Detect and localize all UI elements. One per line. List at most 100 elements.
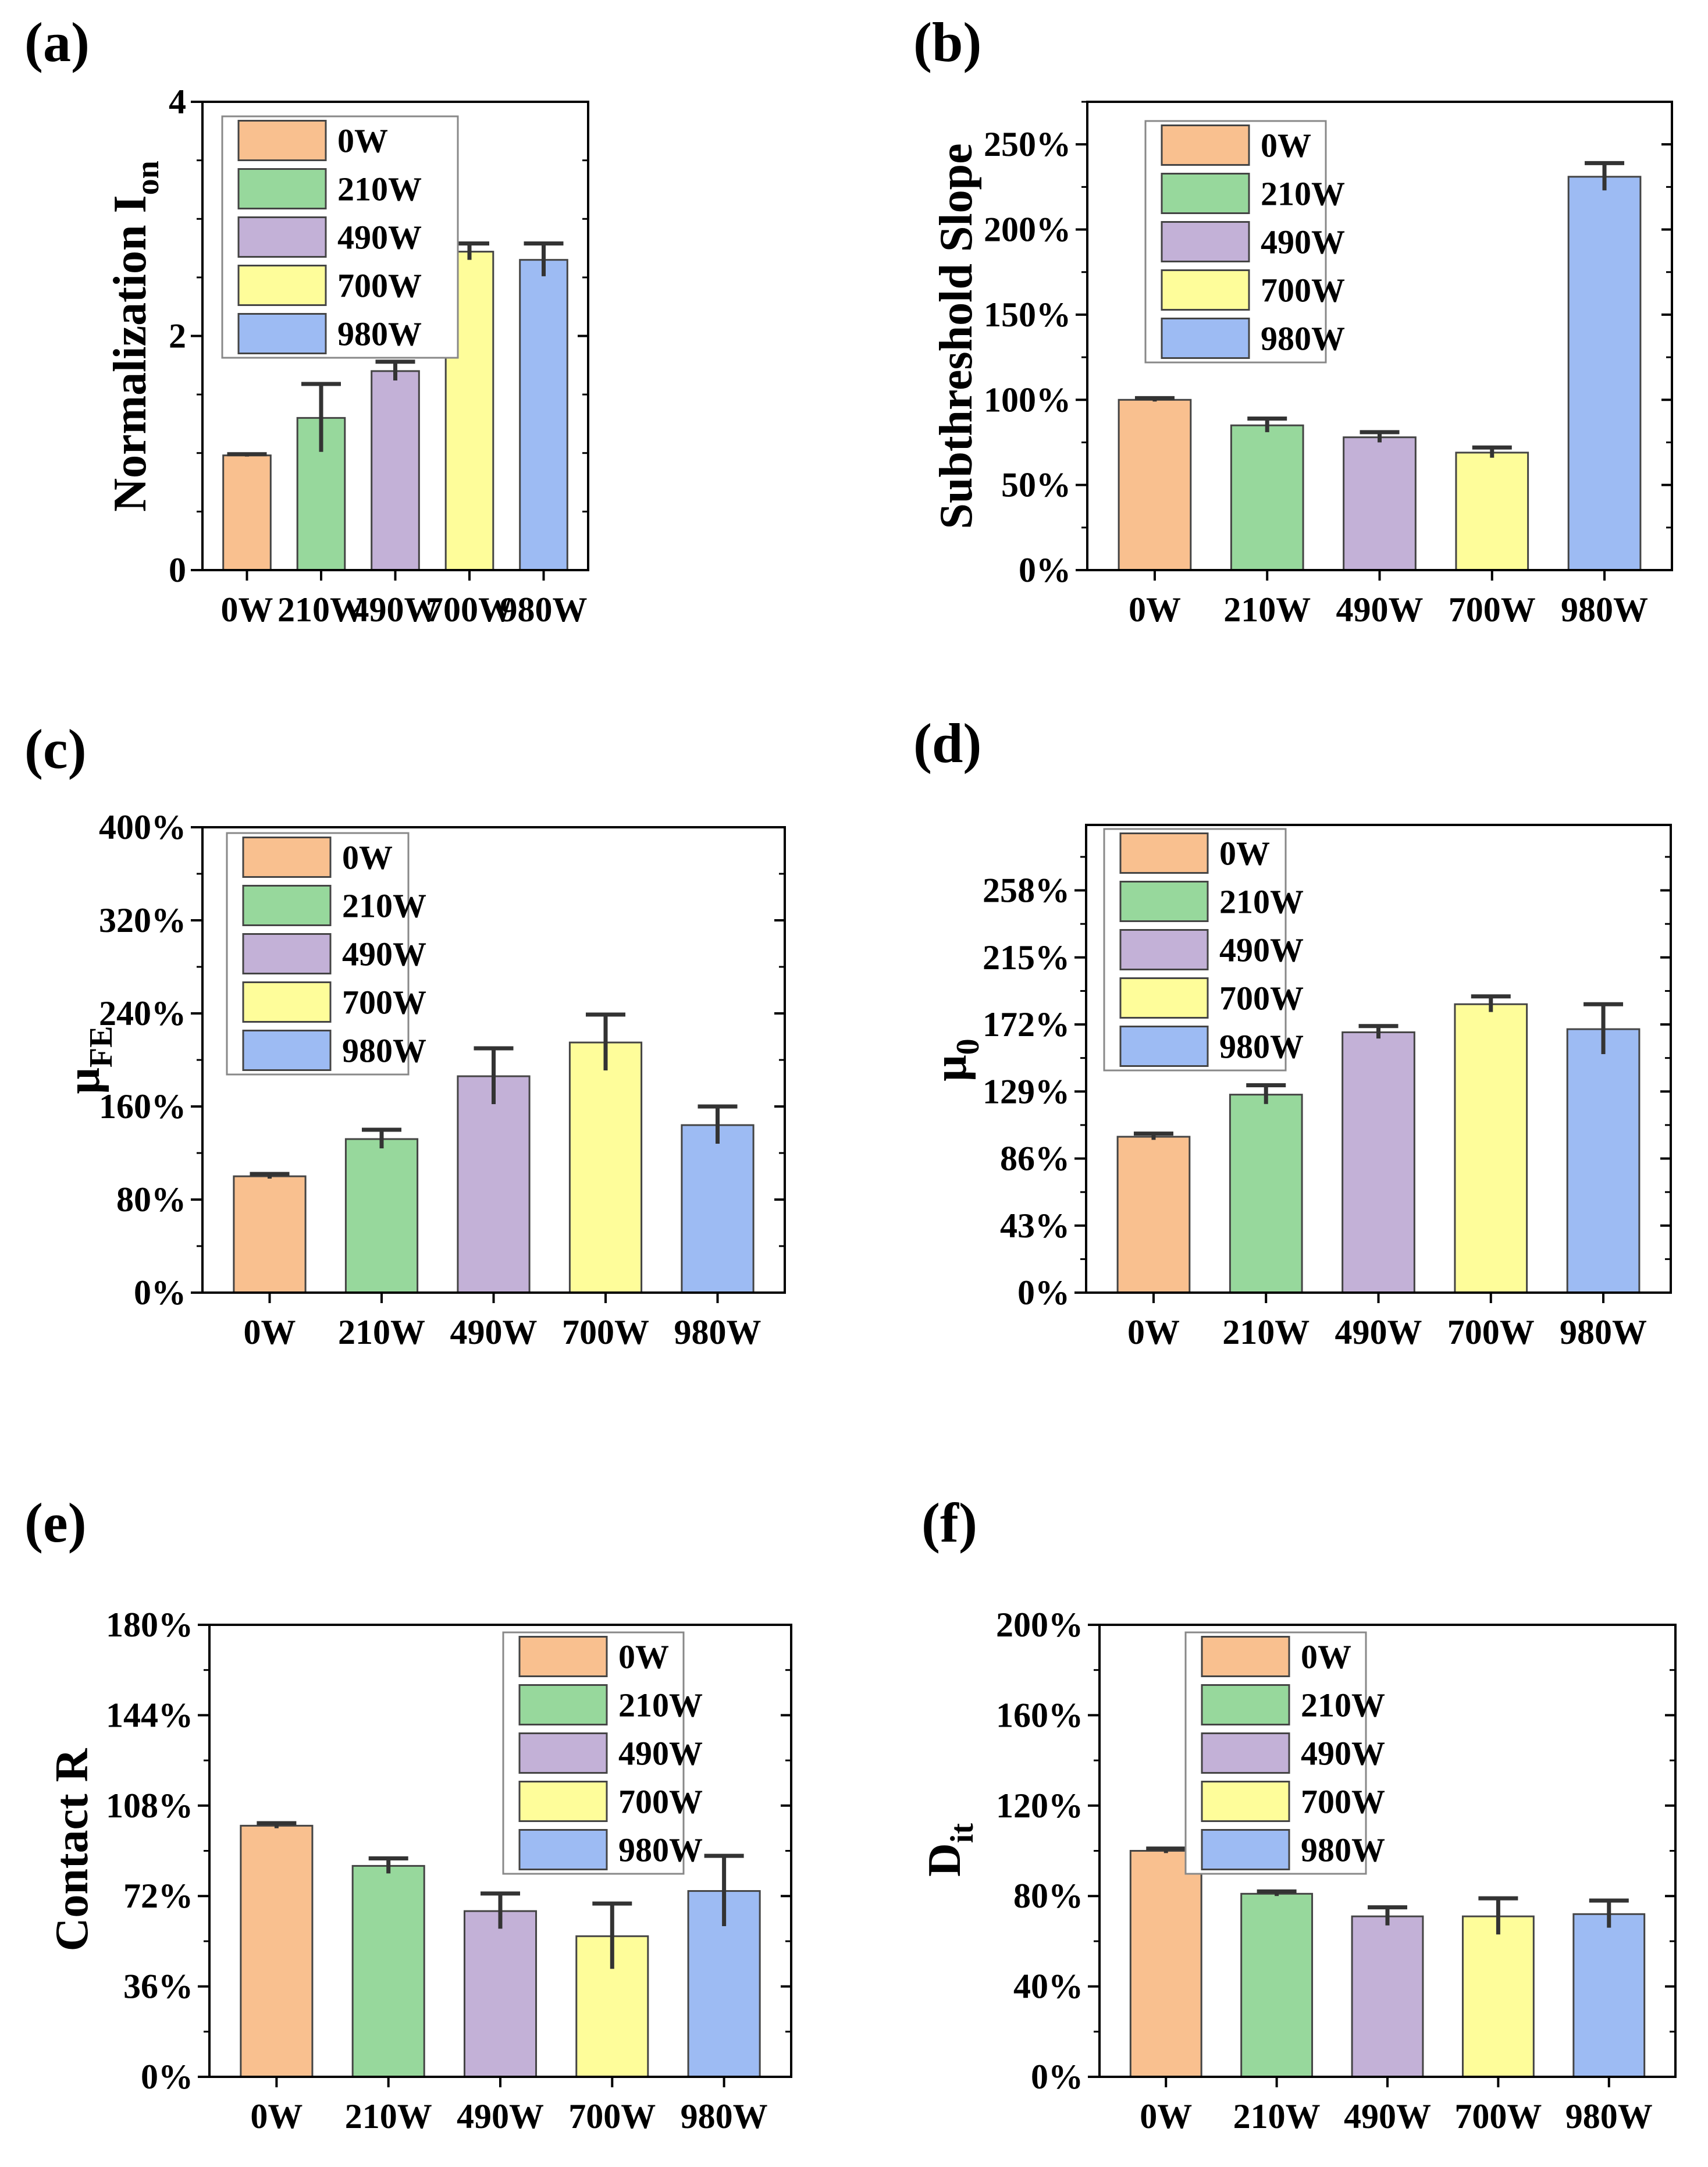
legend-label-0W: 0W (1301, 1638, 1351, 1676)
y-tick-label: 250% (984, 125, 1071, 163)
chart-panel-3: (d) 0% 43% 86% 129% 172% 215% 258% 0W 210W 490W 700… (913, 712, 1672, 1351)
legend-swatch-980W (1161, 318, 1250, 359)
y-tick-label: 0% (1017, 1273, 1070, 1312)
y-tick-label: 200% (984, 211, 1071, 249)
legend-swatch-490W (237, 216, 327, 258)
x-tick-label-980W: 980W (500, 590, 588, 629)
y-tick-label: 320% (99, 901, 186, 940)
legend-label-210W: 210W (342, 887, 426, 925)
legend-label-980W: 980W (1219, 1028, 1304, 1066)
legend-swatch-980W (518, 1829, 608, 1870)
chart-panel-5: (f) 0% 40% 80% 120% 160% 200% 0W 210W 490W 700W 980… (919, 1492, 1677, 2136)
bar-0W (222, 454, 272, 571)
bar-490W (1351, 1915, 1424, 2078)
plot-frame (1086, 101, 1673, 571)
panel-label: (c) (24, 718, 87, 780)
bar-980W (1572, 1913, 1646, 2078)
y-tick-label: 4 (169, 83, 186, 121)
legend: 0W 210W 490W 700W 980W (1103, 828, 1304, 1072)
y-tick-label: 72% (123, 1877, 193, 1915)
y-tick-label: 80% (116, 1180, 186, 1219)
x-tick-label-210W: 210W (338, 1313, 425, 1351)
legend-label-490W: 490W (1261, 223, 1345, 261)
bar-700W (1461, 1915, 1535, 2078)
x-tick-label-490W: 490W (1336, 590, 1424, 629)
y-axis-title: Subthreshold Slope (931, 143, 982, 529)
panel-label: (a) (24, 11, 90, 73)
plot-frame (201, 826, 786, 1294)
x-tick-label-700W: 700W (1447, 1313, 1535, 1351)
legend-label-700W: 700W (1301, 1783, 1385, 1821)
legend-label-210W: 210W (1301, 1686, 1385, 1724)
plot-frame (1098, 1624, 1677, 2078)
bar-0W (1116, 1136, 1191, 1294)
x-tick-label-980W: 980W (674, 1313, 762, 1351)
plot-frame (201, 101, 589, 571)
legend-swatch-700W (242, 981, 332, 1023)
y-axis-title: μ0 (925, 1038, 986, 1081)
x-tick-label-700W: 700W (426, 590, 513, 629)
x-tick-label-210W: 210W (1233, 2097, 1321, 2136)
x-tick-label-490W: 490W (1335, 1313, 1422, 1351)
x-tick-label-980W: 980W (1560, 1313, 1647, 1351)
panel-label: (e) (24, 1492, 87, 1554)
bar-0W (1129, 1850, 1202, 2078)
legend-swatch-980W (1201, 1829, 1290, 1870)
chart-panel-2: (c) 0% 80% 160% 240% 320% 400% 0W 210W 490W 700W 98… (24, 718, 786, 1351)
y-tick-label: 120% (996, 1787, 1083, 1825)
legend-swatch-210W (1119, 881, 1209, 922)
x-tick-label-490W: 490W (1344, 2097, 1431, 2136)
legend-swatch-0W (518, 1636, 608, 1677)
y-tick-label: 0% (1031, 2058, 1083, 2096)
legend-label-980W: 980W (1261, 320, 1345, 358)
legend-swatch-490W (518, 1732, 608, 1774)
bar-980W (1567, 176, 1642, 571)
y-tick-label: 200% (996, 1606, 1083, 1644)
legend-swatch-210W (237, 168, 327, 209)
x-tick-label-980W: 980W (1565, 2097, 1653, 2136)
bar-490W (1343, 436, 1417, 571)
y-tick-label: 0 (169, 551, 186, 589)
bar-0W (233, 1175, 307, 1294)
legend-swatch-490W (1161, 221, 1250, 262)
bar-700W (1454, 1003, 1528, 1294)
legend-label-490W: 490W (337, 219, 422, 257)
y-tick-label: 258% (983, 871, 1070, 910)
legend-label-980W: 980W (618, 1831, 703, 1869)
x-tick-label-0W: 0W (250, 2097, 303, 2136)
legend-label-980W: 980W (342, 1032, 426, 1070)
panel-label: (d) (913, 712, 981, 774)
x-tick-label-980W: 980W (681, 2097, 768, 2136)
legend-swatch-980W (242, 1030, 332, 1071)
legend-swatch-210W (1201, 1684, 1290, 1725)
y-tick-label: 2 (169, 317, 186, 355)
legend-swatch-210W (242, 885, 332, 926)
legend-label-0W: 0W (618, 1638, 669, 1676)
legend: 0W 210W 490W 700W 980W (221, 115, 459, 359)
legend-label-210W: 210W (1219, 883, 1304, 921)
legend-swatch-700W (1201, 1781, 1290, 1822)
x-tick-label-490W: 490W (457, 2097, 544, 2136)
y-axis-title: Normalization Ion (105, 161, 166, 512)
legend-swatch-0W (242, 837, 332, 878)
y-tick-label: 215% (983, 938, 1070, 977)
x-tick-label-700W: 700W (568, 2097, 656, 2136)
legend-label-490W: 490W (1219, 931, 1304, 969)
legend-label-0W: 0W (1219, 835, 1270, 873)
legend-label-0W: 0W (342, 839, 393, 877)
y-tick-label: 160% (99, 1087, 186, 1126)
legend-swatch-210W (1161, 173, 1250, 214)
y-tick-label: 150% (984, 296, 1071, 334)
bar-490W (463, 1910, 538, 2078)
y-tick-label: 36% (123, 1967, 193, 2006)
bar-980W (1566, 1028, 1641, 1294)
legend-swatch-490W (1119, 929, 1209, 970)
plot-frame (208, 1624, 792, 2078)
legend-swatch-700W (518, 1781, 608, 1822)
legend-label-490W: 490W (1301, 1735, 1385, 1773)
bar-0W (240, 1824, 314, 2078)
bar-490W (457, 1075, 531, 1294)
panel-label: (b) (913, 11, 981, 73)
